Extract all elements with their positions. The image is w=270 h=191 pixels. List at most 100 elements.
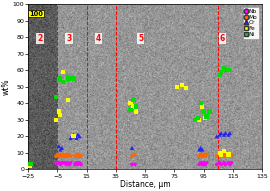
Fe xyxy=(58,113,63,116)
Fe xyxy=(61,70,66,73)
Text: 100: 100 xyxy=(29,11,43,17)
Fe xyxy=(203,117,207,120)
Mo xyxy=(60,155,64,158)
Mo xyxy=(54,155,58,158)
Nb xyxy=(57,161,61,164)
Ni xyxy=(218,74,222,77)
Fe xyxy=(218,151,222,154)
Ni xyxy=(61,80,66,83)
Cr xyxy=(77,135,82,138)
Fe xyxy=(134,110,139,113)
Cr xyxy=(60,146,64,149)
Fe xyxy=(57,110,61,113)
Cr xyxy=(73,135,77,138)
Ni xyxy=(69,77,73,80)
Mo xyxy=(198,153,203,156)
Cr xyxy=(222,133,226,136)
Nb xyxy=(60,161,64,164)
Nb xyxy=(218,161,222,164)
Nb xyxy=(55,161,60,164)
Cr xyxy=(69,136,73,139)
Ni xyxy=(58,77,63,80)
Cr xyxy=(198,146,203,149)
Fe xyxy=(128,102,133,105)
Cr xyxy=(130,146,134,149)
Text: 6: 6 xyxy=(220,34,225,43)
Nb xyxy=(203,163,207,166)
Mo xyxy=(228,155,232,158)
Nb xyxy=(63,161,67,164)
Y-axis label: wt%: wt% xyxy=(2,79,11,95)
Mo xyxy=(63,155,67,158)
Nb xyxy=(77,161,82,164)
Nb xyxy=(58,163,63,166)
Mo xyxy=(215,155,219,158)
Text: 5: 5 xyxy=(138,34,143,43)
Nb xyxy=(223,163,228,166)
Fe xyxy=(66,98,70,101)
Cr xyxy=(200,148,204,151)
Ni xyxy=(128,108,133,111)
Ni xyxy=(226,69,231,72)
Fe xyxy=(184,87,188,90)
Ni xyxy=(131,98,136,101)
Cr xyxy=(70,135,74,138)
Mo xyxy=(64,153,68,156)
Nb xyxy=(76,163,80,166)
Text: 3: 3 xyxy=(66,34,72,43)
Cr xyxy=(215,135,219,138)
Nb xyxy=(219,163,223,166)
Mo xyxy=(200,155,204,158)
Nb xyxy=(215,163,219,166)
Legend: Nb, Mo, Cr, Fe, Ni: Nb, Mo, Cr, Fe, Ni xyxy=(243,7,259,39)
Nb xyxy=(130,163,134,166)
Mo xyxy=(74,153,79,156)
Fe xyxy=(197,118,201,121)
Nb xyxy=(226,161,231,164)
Mo xyxy=(229,153,234,156)
Cr xyxy=(223,131,228,134)
Mo xyxy=(77,153,82,156)
Fe xyxy=(131,105,136,108)
Mo xyxy=(218,153,222,156)
Mo xyxy=(197,155,201,158)
Nb xyxy=(228,163,232,166)
Cr xyxy=(71,133,76,136)
Mo xyxy=(79,155,83,158)
Cr xyxy=(228,131,232,134)
Nb xyxy=(74,161,79,164)
Mo xyxy=(57,155,61,158)
Nb xyxy=(204,161,209,164)
Mo xyxy=(222,153,226,156)
Nb xyxy=(67,163,71,166)
Mo xyxy=(130,155,134,158)
Ni xyxy=(198,102,203,105)
Ni xyxy=(222,67,226,70)
Cr xyxy=(74,136,79,139)
Nb xyxy=(200,163,204,166)
Fe xyxy=(200,105,204,108)
Ni xyxy=(28,163,32,166)
Ni xyxy=(204,115,209,118)
Fe xyxy=(71,135,76,138)
X-axis label: Distance, μm: Distance, μm xyxy=(120,180,170,189)
Fe xyxy=(226,153,231,156)
Mo xyxy=(55,153,60,156)
Nb xyxy=(79,163,83,166)
Mo xyxy=(66,155,70,158)
Mo xyxy=(73,155,77,158)
Text: 4: 4 xyxy=(96,34,101,43)
Nb xyxy=(201,161,206,164)
Ni xyxy=(219,70,223,73)
Fe xyxy=(180,83,184,87)
Ni xyxy=(193,118,197,121)
Ni xyxy=(54,95,58,98)
Fe xyxy=(222,150,226,153)
Mo xyxy=(76,155,80,158)
Fe xyxy=(54,118,58,121)
Cr xyxy=(197,148,201,151)
Ni xyxy=(134,105,139,108)
Ni xyxy=(201,110,206,113)
Nb xyxy=(229,161,234,164)
Mo xyxy=(61,153,66,156)
